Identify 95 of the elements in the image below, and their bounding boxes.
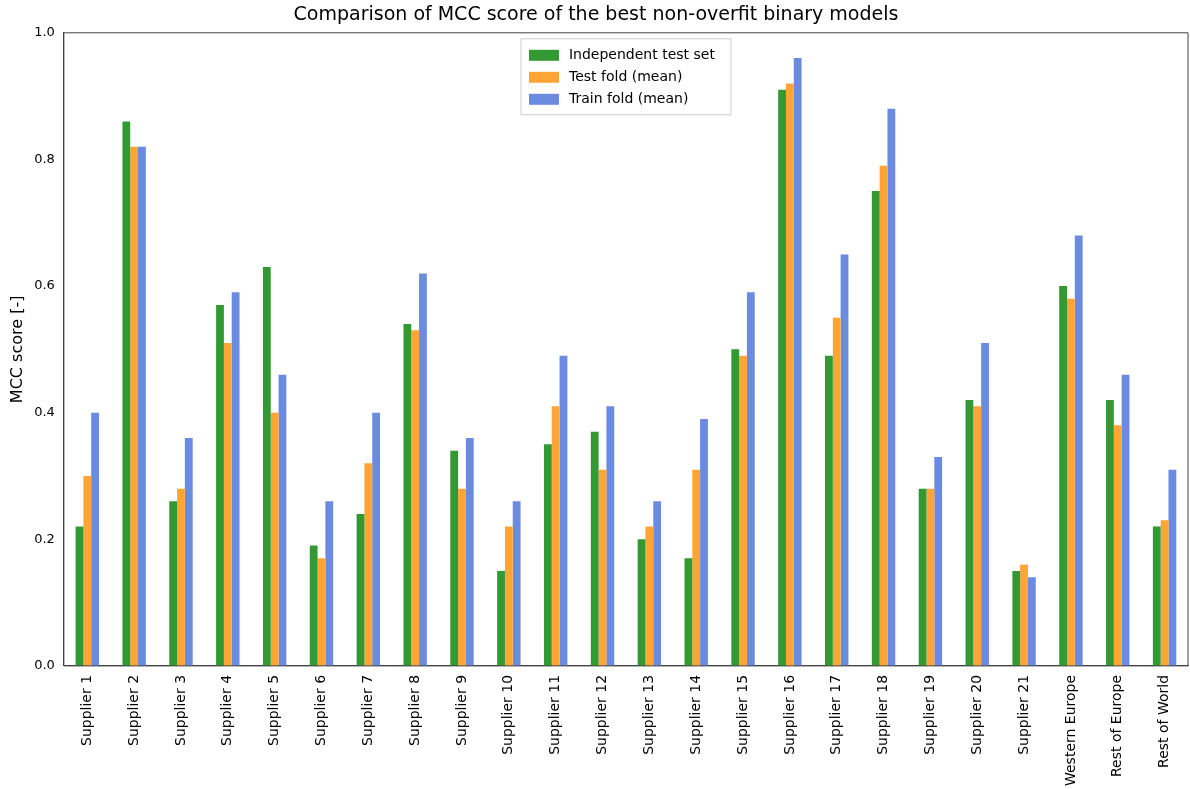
x-tick-label: Supplier 11 (546, 674, 563, 755)
y-tick-label: 0.6 (34, 277, 55, 293)
x-tick-label: Supplier 16 (780, 674, 797, 755)
bar (169, 501, 178, 666)
bar (83, 475, 92, 666)
x-tick-label: Rest of World (1155, 674, 1172, 768)
bar (1059, 286, 1067, 666)
bar (450, 450, 459, 666)
x-tick-label: Supplier 21 (1014, 674, 1031, 755)
x-tick-label: Supplier 15 (733, 674, 750, 755)
bar (403, 324, 412, 666)
bar (223, 343, 232, 666)
x-tick-label: Supplier 5 (265, 674, 282, 746)
bar (512, 501, 521, 666)
bar (262, 267, 271, 666)
x-tick-label: Supplier 8 (405, 674, 422, 746)
bar (606, 406, 615, 666)
legend-label: Independent test set (568, 46, 716, 63)
bar (411, 330, 420, 666)
bar (1152, 526, 1161, 666)
bar (778, 89, 786, 666)
bar (122, 121, 131, 666)
y-tick-label: 1.0 (34, 24, 55, 40)
bar (1168, 469, 1177, 666)
x-tick-label: Supplier 6 (312, 674, 329, 746)
x-tick-label: Supplier 1 (77, 674, 94, 746)
x-tick-label: Supplier 4 (218, 674, 235, 746)
bar (840, 254, 849, 666)
bar (645, 526, 654, 666)
x-tick-label: Supplier 17 (827, 674, 844, 755)
x-tick-label: Supplier 2 (124, 674, 141, 746)
bar (1020, 564, 1028, 666)
bar (419, 273, 427, 666)
bar (372, 412, 381, 666)
x-tick-label: Supplier 14 (686, 674, 703, 755)
bar (981, 343, 989, 666)
x-tick-label: Supplier 18 (874, 674, 891, 755)
bar (270, 412, 279, 666)
bar (1113, 425, 1122, 666)
bar (309, 545, 318, 666)
bar (700, 418, 708, 666)
bar (1074, 235, 1083, 666)
bar (184, 437, 193, 666)
bar (653, 501, 662, 666)
bar (1012, 570, 1021, 666)
bar (692, 469, 701, 666)
bar (177, 488, 185, 666)
y-tick-label: 0.2 (34, 530, 55, 546)
bar (504, 526, 513, 666)
x-tick-label: Supplier 13 (640, 674, 656, 755)
x-tick-label: Western Europe (1061, 674, 1078, 787)
bar (746, 292, 755, 666)
bar (91, 412, 99, 666)
bar (231, 292, 240, 666)
x-tick-label: Rest of Europe (1108, 674, 1125, 778)
bar (590, 431, 599, 666)
bar (364, 463, 373, 666)
bar (551, 406, 560, 666)
bar (138, 146, 146, 666)
bar (973, 406, 982, 666)
bar (871, 191, 880, 666)
x-tick-label: Supplier 3 (171, 674, 188, 746)
bar (887, 108, 896, 666)
x-tick-label: Supplier 20 (967, 674, 984, 755)
x-tick-label: Supplier 7 (358, 674, 375, 746)
y-tick-label: 0.8 (34, 150, 55, 166)
x-tick-label: Supplier 19 (921, 674, 938, 755)
legend-label: Test fold (mean) (567, 68, 683, 85)
x-tick-label: Supplier 12 (593, 674, 610, 755)
bar (465, 437, 474, 666)
bar (785, 83, 794, 666)
bar (1067, 298, 1075, 666)
bar (1106, 400, 1114, 666)
bar (739, 355, 747, 666)
bar (130, 146, 139, 666)
bar (825, 355, 833, 666)
bar (926, 488, 935, 666)
bar (832, 317, 841, 666)
bar (458, 488, 466, 666)
bar (325, 501, 334, 666)
y-tick-label: 0.4 (34, 404, 55, 420)
chart-title: Comparison of MCC score of the best non-overfit binary models (293, 2, 899, 25)
x-tick-label: Supplier 10 (499, 674, 516, 755)
bar (684, 558, 693, 666)
y-tick-label: 0.0 (34, 657, 55, 673)
x-tick-label: Supplier 9 (452, 674, 469, 746)
bar (934, 456, 943, 666)
bar (731, 349, 740, 666)
y-axis-title: MCC score [-] (6, 295, 26, 404)
bar (793, 58, 802, 666)
legend-label: Train fold (mean) (567, 90, 689, 107)
bar (543, 444, 552, 666)
bar (497, 570, 505, 666)
bar (1027, 577, 1036, 666)
bar (216, 305, 224, 666)
